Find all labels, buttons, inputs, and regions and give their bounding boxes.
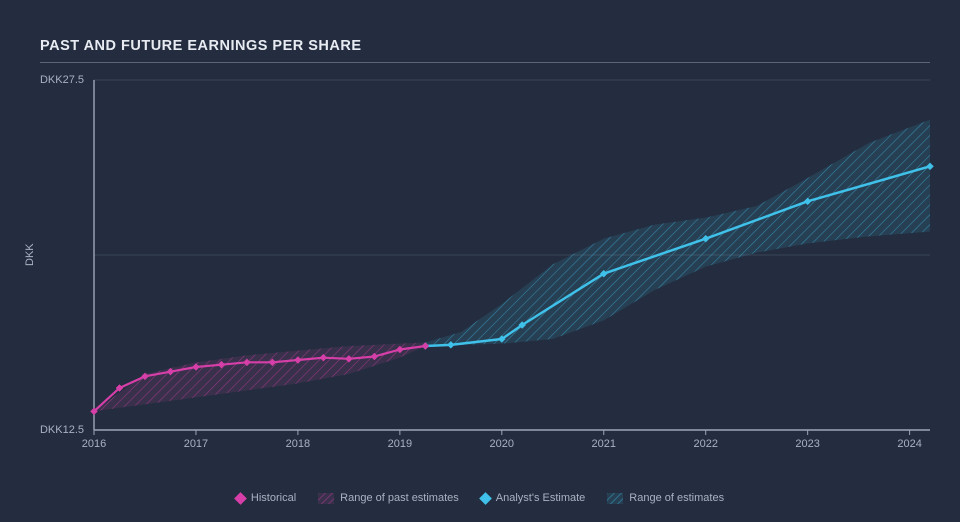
x-tick-label: 2017 xyxy=(184,438,208,450)
chart-svg xyxy=(94,80,930,430)
x-tick-label: 2022 xyxy=(693,438,717,450)
legend-item: Analyst's Estimate xyxy=(481,492,586,504)
y-axis-label: DKK xyxy=(24,243,36,266)
legend-label: Analyst's Estimate xyxy=(496,492,586,504)
legend-marker-icon xyxy=(234,492,247,505)
x-tick-label: 2024 xyxy=(897,438,921,450)
legend-hatch-swatch xyxy=(318,493,334,504)
legend-item: Range of past estimates xyxy=(318,492,459,504)
x-tick-label: 2018 xyxy=(286,438,310,450)
x-tick-label: 2019 xyxy=(388,438,412,450)
legend-label: Range of past estimates xyxy=(340,492,459,504)
legend-hatch-swatch xyxy=(607,493,623,504)
legend-item: Range of estimates xyxy=(607,492,724,504)
chart-title: PAST AND FUTURE EARNINGS PER SHARE xyxy=(40,38,362,54)
y-tick-label: DKK27.5 xyxy=(40,74,84,86)
legend-item: Historical xyxy=(236,492,296,504)
y-tick-label: DKK12.5 xyxy=(40,424,84,436)
x-tick-label: 2020 xyxy=(490,438,514,450)
legend-label: Range of estimates xyxy=(629,492,724,504)
chart-legend: Historical Range of past estimates Analyst… xyxy=(0,492,960,504)
x-tick-label: 2023 xyxy=(795,438,819,450)
legend-label: Historical xyxy=(251,492,296,504)
chart-area: 201620172018201920202021202220232024DKK1… xyxy=(94,80,930,430)
title-underline xyxy=(40,62,930,63)
x-tick-label: 2021 xyxy=(592,438,616,450)
x-tick-label: 2016 xyxy=(82,438,106,450)
legend-marker-icon xyxy=(479,492,492,505)
